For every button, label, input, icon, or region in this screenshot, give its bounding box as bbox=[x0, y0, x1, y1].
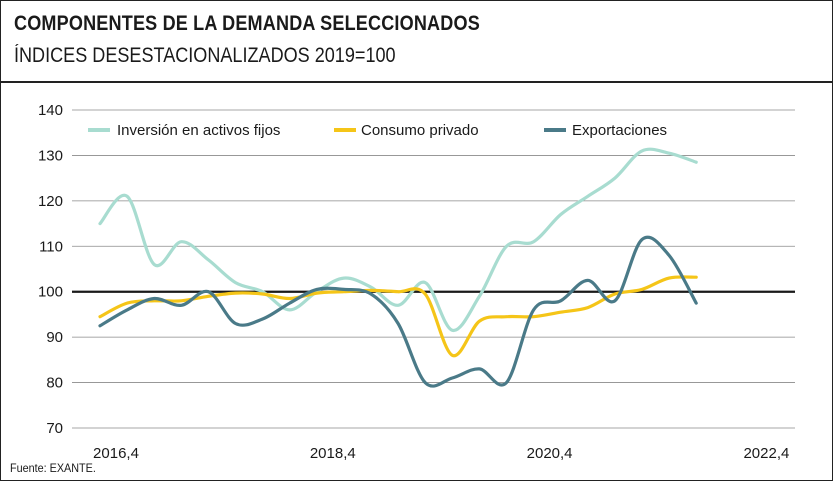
legend-label-consumo: Consumo privado bbox=[361, 122, 479, 139]
y-tick-label: 80 bbox=[46, 375, 63, 392]
series-line-inversion bbox=[98, 147, 698, 332]
y-tick-label: 100 bbox=[38, 284, 63, 301]
chart-subtitle: ÍNDICES DESESTACIONALIZADOS 2019=100 bbox=[14, 44, 396, 67]
legend-label-exportaciones: Exportaciones bbox=[572, 122, 667, 139]
series-line-consumo bbox=[98, 275, 698, 358]
y-tick-label: 140 bbox=[38, 102, 63, 119]
y-tick-label: 130 bbox=[38, 147, 63, 164]
header-divider bbox=[0, 81, 833, 83]
chart-title: COMPONENTES DE LA DEMANDA SELECCIONADOS bbox=[14, 12, 480, 35]
series-layer bbox=[98, 147, 698, 388]
x-tick-label: 2016,4 bbox=[93, 445, 139, 462]
x-tick-label: 2020,4 bbox=[527, 445, 573, 462]
y-tick-label: 110 bbox=[39, 238, 63, 255]
axis-layer: 70 80 90 100 110 120 130 140 2016,4 2018,4 2020,4 2… bbox=[38, 102, 789, 462]
legend-label-inversion: Inversión en activos fijos bbox=[117, 122, 280, 139]
x-tick-label: 2022,4 bbox=[743, 445, 789, 462]
y-tick-label: 120 bbox=[38, 193, 63, 210]
legend: Inversión en activos fijos Consumo privad… bbox=[88, 122, 667, 139]
series-line-exportaciones bbox=[98, 235, 698, 388]
y-tick-label: 70 bbox=[46, 420, 63, 437]
y-tick-label: 90 bbox=[46, 329, 63, 346]
x-tick-label: 2018,4 bbox=[310, 445, 356, 462]
source-note: Fuente: EXANTE. bbox=[10, 461, 96, 475]
